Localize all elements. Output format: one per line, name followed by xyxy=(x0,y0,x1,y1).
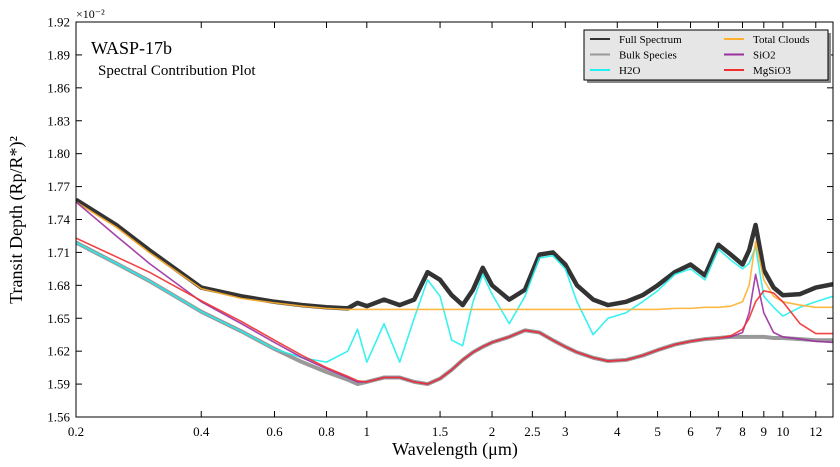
y-tick-label: 1.92 xyxy=(47,15,70,30)
legend-label: H2O xyxy=(619,65,640,77)
x-tick-label: 7 xyxy=(715,424,722,439)
series-line xyxy=(76,201,833,311)
x-tick-label: 4 xyxy=(614,424,621,439)
chart-subtitle: Spectral Contribution Plot xyxy=(98,63,256,79)
x-tick-label: 0.4 xyxy=(193,424,210,439)
y-tick-label: 1.62 xyxy=(47,344,70,359)
y-offset-label: ×10⁻² xyxy=(76,7,105,21)
x-tick-label: 5 xyxy=(654,424,661,439)
x-tick-label: 1.5 xyxy=(432,424,448,439)
x-axis-label: Wavelength (μm) xyxy=(392,439,518,460)
y-axis-label: Transit Depth (Rp/R*)² xyxy=(6,136,27,304)
y-tick-label: 1.56 xyxy=(47,410,70,425)
series-line xyxy=(76,237,833,385)
legend-box xyxy=(583,29,829,81)
legend-label: MgSiO3 xyxy=(753,65,791,77)
series-line xyxy=(76,197,833,311)
y-tick-label: 1.65 xyxy=(47,311,70,326)
y-tick-label: 1.89 xyxy=(47,47,70,62)
y-tick-label: 1.71 xyxy=(47,245,70,260)
x-tick-label: 3 xyxy=(562,424,569,439)
x-tick-label: 8 xyxy=(739,424,746,439)
y-tick-label: 1.86 xyxy=(47,80,70,95)
series-line xyxy=(76,240,833,387)
y-tick-label: 1.59 xyxy=(47,377,70,392)
plot-frame xyxy=(75,21,834,418)
legend-label: Bulk Species xyxy=(619,50,677,62)
x-tick-label: 0.2 xyxy=(68,424,84,439)
legend-label: Full Spectrum xyxy=(619,34,682,46)
y-tick-label: 1.83 xyxy=(47,113,70,128)
x-tick-label: 1 xyxy=(364,424,371,439)
y-tick-label: 1.68 xyxy=(47,278,70,293)
x-tick-label: 9 xyxy=(761,424,768,439)
x-tick-label: 0.8 xyxy=(318,424,334,439)
y-tick-label: 1.77 xyxy=(47,179,70,194)
legend-label: SiO2 xyxy=(753,50,776,62)
chart-title: WASP-17b xyxy=(91,38,172,58)
y-tick-label: 1.74 xyxy=(47,212,70,227)
x-tick-label: 0.6 xyxy=(266,424,283,439)
x-tick-label: 6 xyxy=(687,424,694,439)
x-tick-label: 10 xyxy=(776,424,789,439)
x-tick-label: 2.5 xyxy=(524,424,540,439)
series-line xyxy=(76,241,833,363)
legend-label: Total Clouds xyxy=(753,34,809,46)
series-line xyxy=(76,201,833,385)
y-tick-label: 1.80 xyxy=(47,146,70,161)
x-tick-label: 2 xyxy=(489,424,496,439)
x-tick-label: 12 xyxy=(809,424,822,439)
